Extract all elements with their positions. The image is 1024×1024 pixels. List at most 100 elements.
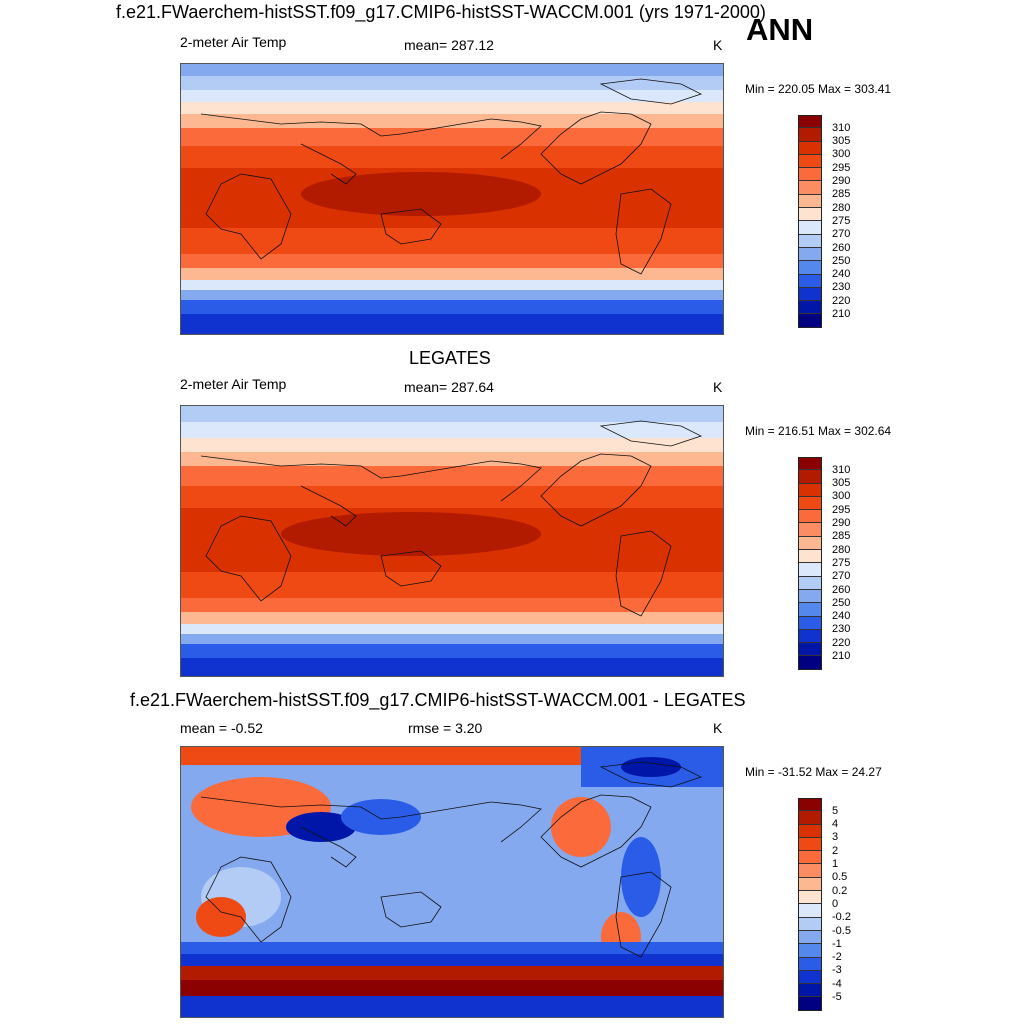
colorbar-tick-label: 285 <box>832 530 851 543</box>
colorbar-swatch <box>798 221 822 235</box>
colorbar-swatch <box>798 550 822 564</box>
colorbar-tick-label: 275 <box>832 556 851 569</box>
colorbar-tick-label: 260 <box>832 583 851 596</box>
colorbar-swatch <box>798 287 822 302</box>
panel1-mean: mean= 287.12 <box>404 37 494 53</box>
colorbar-tick-label: 4 <box>832 818 839 831</box>
panel2-title: LEGATES <box>409 348 491 368</box>
colorbar-swatch <box>798 261 822 275</box>
colorbar-tick-label: 300 <box>832 148 851 161</box>
colorbar-swatch <box>798 851 822 865</box>
colorbar-swatch <box>798 891 822 905</box>
colorbar-tick-label: 220 <box>832 294 851 307</box>
colorbar-tick-label: -4 <box>832 977 842 990</box>
colorbar-tick-label: 2 <box>832 844 839 857</box>
colorbar-tick-label: -5 <box>832 991 842 1003</box>
colorbar-tick-label: -2 <box>832 951 842 964</box>
coastline <box>200 78 703 275</box>
colorbar-swatch <box>798 510 822 524</box>
colorbar-tick-label: 310 <box>832 121 851 134</box>
colorbar-swatch <box>798 154 822 169</box>
colorbar-swatch <box>798 944 822 958</box>
colorbar-swatch <box>798 274 822 288</box>
colorbar-tick-label: 210 <box>832 650 851 662</box>
colorbar-tick-label: 0.5 <box>832 871 848 884</box>
colorbar-tick-label: 280 <box>832 543 851 556</box>
panel1-variable-label: 2-meter Air Temp <box>180 34 287 50</box>
colorbar-swatch <box>798 629 822 644</box>
colorbar-tick-label: 210 <box>832 308 851 320</box>
colorbar-tick-label: 0 <box>832 897 839 910</box>
colorbar-swatch <box>798 181 822 195</box>
colorbar-tick-label: 305 <box>832 135 851 148</box>
colorbar-swatch <box>798 301 822 315</box>
colorbar-tick-label: 270 <box>832 228 851 241</box>
colorbar-swatch <box>798 837 822 852</box>
panel1-map <box>180 63 724 335</box>
colorbar-tick-label: 280 <box>832 201 851 214</box>
colorbar-tick-label: 5 <box>832 804 839 817</box>
colorbar-tick-label: -0.5 <box>832 924 851 937</box>
panel3-units: K <box>713 720 723 736</box>
colorbar-swatch <box>798 643 822 657</box>
colorbar-tick-label: 0.2 <box>832 884 848 897</box>
colorbar-swatch <box>798 930 822 945</box>
colorbar-swatch <box>798 603 822 617</box>
panel2-colorbar <box>798 457 822 670</box>
panel2-units: K <box>713 379 723 395</box>
colorbar-swatch <box>798 811 822 825</box>
colorbar-swatch <box>798 128 822 142</box>
colorbar-swatch <box>798 616 822 630</box>
colorbar-swatch <box>798 576 822 590</box>
colorbar-swatch <box>798 824 822 838</box>
colorbar-tick-label: 1 <box>832 858 839 870</box>
colorbar-swatch <box>798 536 822 551</box>
colorbar-swatch <box>798 589 822 604</box>
colorbar-swatch <box>798 523 822 537</box>
colorbar-tick-label: 270 <box>832 570 851 583</box>
colorbar-tick-label: 230 <box>832 281 851 294</box>
panel3-minmax: Min = -31.52 Max = 24.27 <box>745 765 882 779</box>
colorbar-swatch <box>798 877 822 892</box>
colorbar-swatch <box>798 234 822 248</box>
colorbar-swatch <box>798 483 822 497</box>
panel3-title: f.e21.FWaerchem-histSST.f09_g17.CMIP6-hi… <box>130 690 746 710</box>
colorbar-tick-label: 230 <box>832 623 851 636</box>
panel3-colorbar <box>798 798 822 1011</box>
panel2-minmax: Min = 216.51 Max = 302.64 <box>745 424 892 438</box>
colorbar-tick-label: 310 <box>832 463 851 476</box>
panel1-colorbar <box>798 115 822 328</box>
colorbar-swatch <box>798 984 822 998</box>
colorbar-tick-label: 240 <box>832 610 851 623</box>
colorbar-tick-label: 300 <box>832 490 851 503</box>
colorbar-tick-label: 275 <box>832 214 851 227</box>
panel3-map <box>180 746 724 1018</box>
coastline <box>200 420 703 617</box>
colorbar-swatch <box>798 141 822 155</box>
colorbar-tick-label: -3 <box>832 964 842 977</box>
colorbar-tick-label: 295 <box>832 161 851 174</box>
coastline <box>200 761 703 958</box>
colorbar-swatch <box>798 798 822 812</box>
colorbar-swatch <box>798 194 822 209</box>
colorbar-tick-label: 260 <box>832 241 851 254</box>
colorbar-tick-label: 240 <box>832 268 851 281</box>
colorbar-swatch <box>798 563 822 577</box>
colorbar-swatch <box>798 864 822 878</box>
colorbar-tick-label: 285 <box>832 188 851 201</box>
colorbar-tick-label: -0.2 <box>832 911 851 924</box>
panel2-variable-label: 2-meter Air Temp <box>180 376 287 392</box>
colorbar-tick-label: 290 <box>832 517 851 529</box>
season-label: ANN <box>746 12 814 47</box>
colorbar-swatch <box>798 168 822 182</box>
panel3-rmse: rmse = 3.20 <box>408 720 483 736</box>
colorbar-swatch <box>798 957 822 971</box>
colorbar-tick-label: 295 <box>832 503 851 516</box>
panel3-mean: mean = -0.52 <box>180 720 263 736</box>
colorbar-swatch <box>798 970 822 985</box>
colorbar-swatch <box>798 496 822 511</box>
colorbar-tick-label: -1 <box>832 937 842 950</box>
panel1-units: K <box>713 37 723 53</box>
colorbar-swatch <box>798 470 822 484</box>
colorbar-swatch <box>798 917 822 931</box>
